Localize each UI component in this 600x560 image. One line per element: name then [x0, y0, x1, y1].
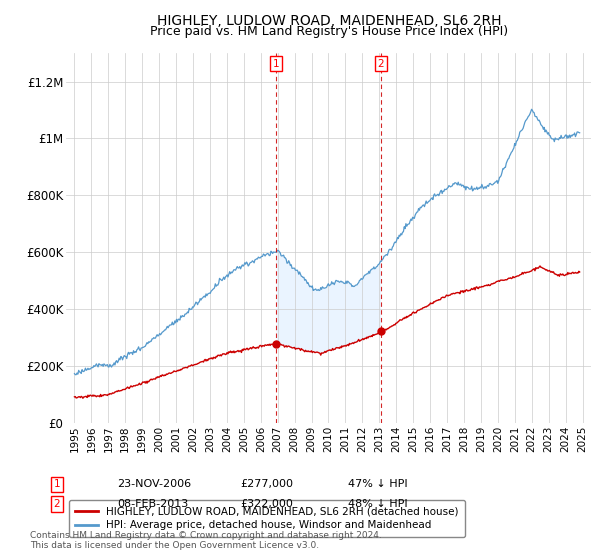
- Text: 23-NOV-2006: 23-NOV-2006: [117, 479, 191, 489]
- Text: £277,000: £277,000: [240, 479, 293, 489]
- Text: 2: 2: [377, 59, 385, 69]
- Text: HIGHLEY, LUDLOW ROAD, MAIDENHEAD, SL6 2RH: HIGHLEY, LUDLOW ROAD, MAIDENHEAD, SL6 2R…: [157, 14, 501, 28]
- Text: 47% ↓ HPI: 47% ↓ HPI: [348, 479, 407, 489]
- Text: Contains HM Land Registry data © Crown copyright and database right 2024.
This d: Contains HM Land Registry data © Crown c…: [30, 531, 382, 550]
- Text: 1: 1: [272, 59, 280, 69]
- Text: 1: 1: [53, 479, 61, 489]
- Text: £322,000: £322,000: [240, 499, 293, 509]
- Text: Price paid vs. HM Land Registry's House Price Index (HPI): Price paid vs. HM Land Registry's House …: [150, 25, 508, 38]
- Text: 2: 2: [53, 499, 61, 509]
- Legend: HIGHLEY, LUDLOW ROAD, MAIDENHEAD, SL6 2RH (detached house), HPI: Average price, : HIGHLEY, LUDLOW ROAD, MAIDENHEAD, SL6 2R…: [68, 500, 465, 536]
- Text: 08-FEB-2013: 08-FEB-2013: [117, 499, 188, 509]
- Text: 48% ↓ HPI: 48% ↓ HPI: [348, 499, 407, 509]
